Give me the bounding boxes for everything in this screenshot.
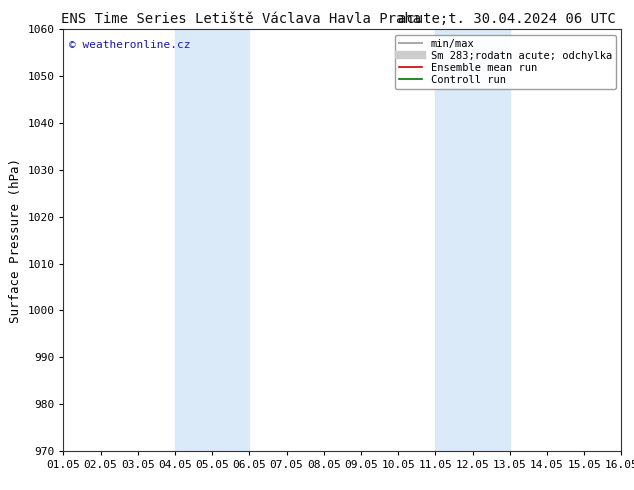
Text: © weatheronline.cz: © weatheronline.cz: [69, 40, 190, 50]
Bar: [436, 29, 510, 451]
Y-axis label: Surface Pressure (hPa): Surface Pressure (hPa): [9, 158, 22, 322]
Bar: [175, 29, 249, 451]
Text: acute;t. 30.04.2024 06 UTC: acute;t. 30.04.2024 06 UTC: [398, 12, 616, 26]
Text: ENS Time Series Letiště Václava Havla Praha: ENS Time Series Letiště Václava Havla Pr…: [61, 12, 421, 26]
Legend: min/max, Sm 283;rodatn acute; odchylka, Ensemble mean run, Controll run: min/max, Sm 283;rodatn acute; odchylka, …: [395, 35, 616, 89]
